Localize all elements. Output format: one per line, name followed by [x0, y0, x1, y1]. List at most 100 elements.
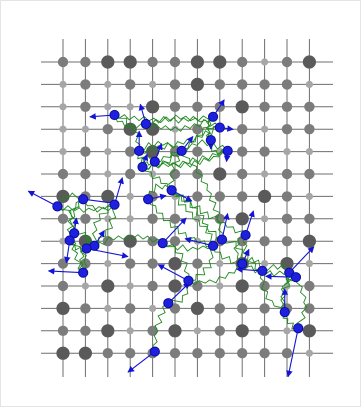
wire	[181, 139, 228, 152]
grid-dot	[169, 101, 181, 113]
grid-dot	[281, 348, 293, 359]
grid-dot	[280, 257, 294, 271]
node	[293, 323, 304, 334]
grid-dot	[125, 258, 136, 269]
grid-dot	[304, 168, 315, 180]
grid-dot	[102, 124, 114, 135]
grid-dot	[125, 79, 136, 90]
wire	[168, 150, 182, 191]
grid-dot	[261, 170, 269, 178]
grid-dot	[235, 100, 249, 114]
wire	[162, 242, 190, 281]
grid-dot	[192, 191, 203, 202]
wire	[147, 183, 172, 200]
grid-dot	[126, 327, 134, 335]
wire	[94, 234, 163, 247]
direction-arrow	[288, 246, 315, 274]
wire	[139, 125, 220, 154]
wire	[295, 277, 308, 329]
grid-dot	[168, 324, 182, 338]
grid-dot	[259, 348, 270, 359]
grid-dot	[169, 213, 181, 224]
wire	[92, 204, 115, 247]
grid-dot	[123, 55, 137, 69]
grid-dot	[171, 125, 179, 133]
grid-dot	[281, 79, 293, 90]
grid-dot	[214, 79, 225, 90]
grid-dot	[59, 148, 67, 156]
direction-arrow	[47, 267, 84, 275]
direction-arrow	[27, 190, 58, 207]
wire	[162, 242, 214, 252]
grid-dot	[126, 192, 134, 200]
grid-dot	[237, 79, 248, 90]
node	[69, 228, 80, 239]
grid-dot	[237, 303, 248, 314]
grid-dot	[101, 55, 115, 69]
node	[157, 238, 168, 249]
wire	[145, 114, 221, 128]
wire	[142, 150, 183, 170]
wire	[188, 245, 214, 282]
node	[183, 275, 194, 286]
node	[109, 199, 120, 210]
grid-dot	[190, 77, 204, 91]
grid-dot	[259, 101, 270, 113]
grid-dot	[304, 213, 315, 224]
grid-dot	[57, 56, 69, 68]
grid-dot	[192, 348, 203, 359]
wire	[259, 270, 286, 313]
grid-dot	[192, 258, 203, 269]
direction-arrow	[127, 351, 156, 373]
wire	[69, 240, 88, 273]
direction-arrow	[286, 328, 299, 378]
grid-dot	[261, 215, 269, 223]
grid-dot	[192, 168, 203, 180]
grid-dot	[259, 280, 270, 292]
grid-dot	[125, 168, 136, 180]
grid-dot	[281, 191, 293, 202]
grid-dot	[125, 348, 136, 359]
grid-dot	[104, 80, 112, 88]
grid-dot	[304, 303, 315, 314]
grid-dot	[283, 148, 291, 156]
grid-dot	[283, 327, 291, 335]
grid-dot	[125, 146, 136, 157]
grid-dot	[56, 301, 70, 315]
grid-dot	[190, 301, 204, 315]
node	[64, 235, 75, 246]
node	[176, 145, 187, 156]
grid-dot	[305, 148, 313, 156]
direction-arrow	[157, 264, 189, 282]
node	[137, 161, 148, 173]
grid-dot	[147, 280, 158, 292]
grid-dot	[104, 215, 112, 223]
grid-dot	[302, 324, 316, 338]
grid-dot	[214, 213, 225, 224]
grid-dot	[56, 346, 70, 360]
grid-dot	[59, 80, 67, 88]
grid-dot	[258, 189, 272, 203]
grid-dot	[147, 56, 158, 68]
grid-dot	[259, 236, 270, 247]
node	[143, 194, 154, 205]
direction-arrow	[162, 217, 187, 244]
grid-dot	[81, 125, 89, 133]
grid-dot	[281, 124, 293, 135]
grid-dot	[168, 279, 182, 293]
grid-dot	[281, 101, 293, 113]
node	[149, 156, 160, 167]
grid-dot	[57, 168, 69, 180]
node	[140, 118, 151, 130]
grid-dot	[190, 55, 204, 69]
grid-dot	[80, 56, 91, 68]
grid-dot	[281, 168, 293, 180]
grid-dot	[304, 124, 315, 135]
wire	[233, 234, 246, 265]
grid-dot	[102, 236, 114, 247]
grid-dot	[80, 303, 91, 314]
grid-dot	[80, 146, 91, 157]
grid-dot	[169, 348, 181, 359]
